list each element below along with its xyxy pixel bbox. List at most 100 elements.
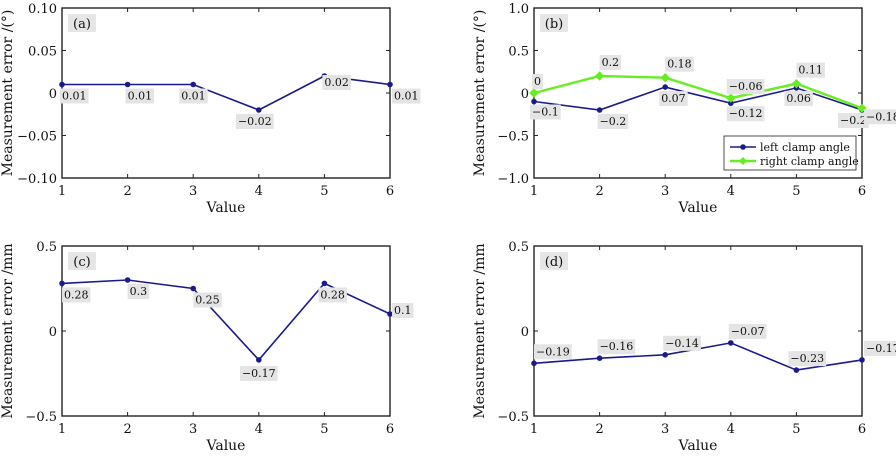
- panel-label: (d): [545, 255, 563, 270]
- data-label: 0.3: [130, 285, 148, 298]
- data-label: 0.02: [324, 76, 349, 89]
- data-label-box: [599, 55, 622, 70]
- data-label-box: [597, 339, 636, 355]
- data-point: [190, 81, 196, 88]
- x-tick-label: 3: [189, 184, 197, 199]
- data-point: [662, 352, 668, 358]
- data-label-box: [318, 287, 347, 303]
- chart-panel-a: 0.10 0.05 0 −0.05 −0.101 2 3 4 5 6 Value Measuremen…: [0, 2, 421, 216]
- data-label-box: [728, 323, 767, 339]
- x-tick-label: 5: [320, 184, 328, 199]
- chart-panel-d: 0.5 0 −0.51 2 3 4 5 6 Value Measurement error /mm…: [472, 240, 896, 454]
- panel-label: (b): [545, 17, 563, 32]
- data-label: 0.01: [128, 90, 153, 103]
- panel-label-box: [68, 252, 96, 270]
- data-label-box: [60, 88, 89, 104]
- data-label-box: [864, 109, 896, 125]
- y-tick-label: 0: [521, 87, 529, 102]
- data-label: 0.01: [62, 90, 87, 103]
- series-line: [533, 74, 863, 110]
- x-tick-label: 1: [58, 422, 66, 437]
- data-label: 0.01: [394, 90, 419, 103]
- x-tick-label: 6: [858, 422, 866, 437]
- y-axis-title: Measurement error /mm: [0, 243, 16, 418]
- x-axis-title: Value: [206, 200, 246, 216]
- data-label: 0.11: [798, 64, 823, 77]
- data-point: [190, 285, 196, 292]
- data-label-box: [726, 79, 765, 95]
- x-tick-label: 5: [792, 184, 800, 199]
- x-tick-label: 5: [320, 422, 328, 437]
- data-label-box: [193, 292, 222, 308]
- panel-label-box: [540, 252, 568, 270]
- x-axis-title: Value: [678, 438, 718, 454]
- x-tick-label: 1: [530, 184, 538, 199]
- panel-label: (a): [73, 17, 91, 32]
- y-tick-label: −0.05: [17, 130, 57, 145]
- x-tick-label: 4: [727, 184, 735, 199]
- x-tick-label: 3: [189, 422, 197, 437]
- data-label-box: [179, 88, 208, 104]
- data-label-box: [392, 303, 414, 318]
- data-label: 0.28: [320, 288, 345, 301]
- y-axis-title: Measurement error /(°): [472, 10, 488, 177]
- data-point: [662, 84, 668, 90]
- legend-marker: [739, 157, 747, 165]
- data-label: −0.23: [790, 352, 824, 365]
- data-label-box: [838, 113, 869, 128]
- x-tick-label: 6: [386, 184, 394, 199]
- panel-label: (c): [73, 255, 90, 270]
- data-label: −0.17: [866, 342, 896, 355]
- data-point: [791, 78, 802, 89]
- y-tick-label: 0: [49, 87, 57, 102]
- x-tick-label: 2: [123, 422, 131, 437]
- chart-panel-c: 0.5 0 −0.51 2 3 4 5 6 Value Measurement error /mm…: [0, 240, 414, 454]
- data-point: [255, 357, 262, 363]
- x-tick-label: 4: [727, 422, 735, 437]
- data-point: [387, 81, 393, 88]
- data-point: [321, 280, 328, 287]
- panel-label-box: [68, 14, 96, 32]
- x-tick-label: 4: [255, 422, 263, 437]
- data-label: −0.02: [238, 115, 272, 128]
- data-label-box: [235, 114, 274, 129]
- x-tick-label: 3: [661, 184, 669, 199]
- y-tick-label: 0: [521, 325, 529, 340]
- x-axis-title: Value: [678, 200, 718, 216]
- data-point: [660, 72, 670, 83]
- x-tick-label: 1: [58, 184, 66, 199]
- data-label-box: [665, 56, 694, 72]
- data-label-box: [726, 106, 765, 122]
- data-point: [124, 277, 131, 283]
- data-label: 0.1: [394, 304, 412, 317]
- data-label: −0.2: [840, 114, 867, 127]
- data-label: 0.18: [667, 58, 692, 71]
- data-label: 0.01: [181, 90, 206, 103]
- y-tick-label: −0.5: [497, 130, 529, 145]
- data-label: 0.2: [602, 56, 620, 69]
- data-label-box: [864, 340, 896, 356]
- data-point: [255, 107, 262, 113]
- data-point: [531, 360, 537, 367]
- y-axis-title: Measurement error /mm: [472, 243, 488, 418]
- y-tick-label: 0.5: [36, 240, 57, 255]
- x-tick-label: 4: [255, 184, 263, 199]
- data-label-box: [784, 90, 813, 106]
- data-label: 0: [534, 75, 541, 88]
- data-label-box: [127, 284, 150, 299]
- data-label-box: [532, 74, 543, 89]
- data-point: [594, 71, 605, 81]
- data-label-box: [239, 365, 278, 381]
- legend-label: left clamp angle: [760, 141, 850, 154]
- y-tick-label: 0.05: [28, 45, 57, 60]
- data-label-box: [663, 335, 701, 351]
- y-axis-title: Measurement error /(°): [0, 10, 16, 177]
- data-label: −0.19: [536, 345, 570, 358]
- y-tick-label: −0.10: [17, 172, 57, 187]
- x-tick-label: 6: [858, 184, 866, 199]
- y-tick-label: 0.5: [508, 240, 529, 255]
- data-point: [531, 98, 537, 105]
- x-tick-label: 2: [595, 184, 603, 199]
- data-point: [793, 367, 800, 373]
